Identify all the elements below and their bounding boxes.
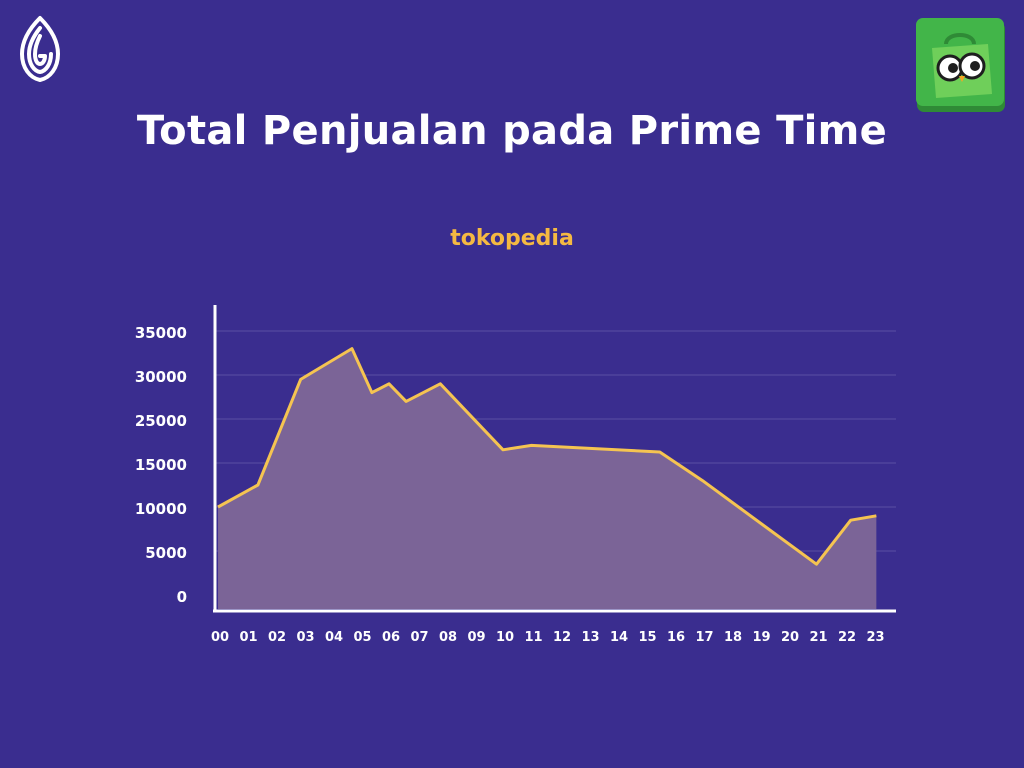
y-tick-label: 30000: [135, 368, 187, 386]
x-tick-label: 11: [524, 630, 542, 645]
x-tick-label: 10: [496, 630, 514, 645]
page-title: Total Penjualan pada Prime Time: [136, 108, 888, 154]
x-tick-label: 06: [382, 630, 400, 645]
brand-logo-icon: [20, 16, 60, 82]
x-tick-label: 19: [752, 630, 770, 645]
x-tick-label: 12: [553, 630, 571, 645]
x-tick-label: 08: [439, 630, 457, 645]
series-area: [218, 348, 877, 609]
x-tick-label: 22: [838, 630, 856, 645]
y-tick-label: 5000: [145, 544, 187, 562]
chart-subtitle: tokopedia: [450, 226, 574, 251]
x-tick-label: 04: [325, 630, 343, 645]
tokopedia-owl-icon: [916, 18, 1005, 112]
x-tick-label: 23: [866, 630, 884, 645]
x-tick-label: 17: [695, 630, 713, 645]
x-tick-label: 09: [467, 630, 485, 645]
x-tick-label: 01: [239, 630, 257, 645]
x-tick-label: 18: [724, 630, 742, 645]
x-tick-label: 15: [638, 630, 656, 645]
x-tick-label: 05: [353, 630, 371, 645]
x-tick-label: 02: [268, 630, 286, 645]
y-tick-label: 15000: [135, 456, 187, 474]
x-tick-label: 13: [581, 630, 599, 645]
x-tick-label: 16: [667, 630, 685, 645]
x-tick-label: 14: [610, 630, 628, 645]
x-tick-label: 03: [296, 630, 314, 645]
y-tick-label: 35000: [135, 324, 187, 342]
x-tick-label: 00: [211, 630, 229, 645]
y-tick-label: 0: [177, 588, 187, 606]
x-tick-label: 07: [410, 630, 428, 645]
y-tick-label: 10000: [135, 500, 187, 518]
x-tick-label: 20: [781, 630, 799, 645]
y-tick-label: 25000: [135, 412, 187, 430]
x-tick-label: 21: [809, 630, 827, 645]
